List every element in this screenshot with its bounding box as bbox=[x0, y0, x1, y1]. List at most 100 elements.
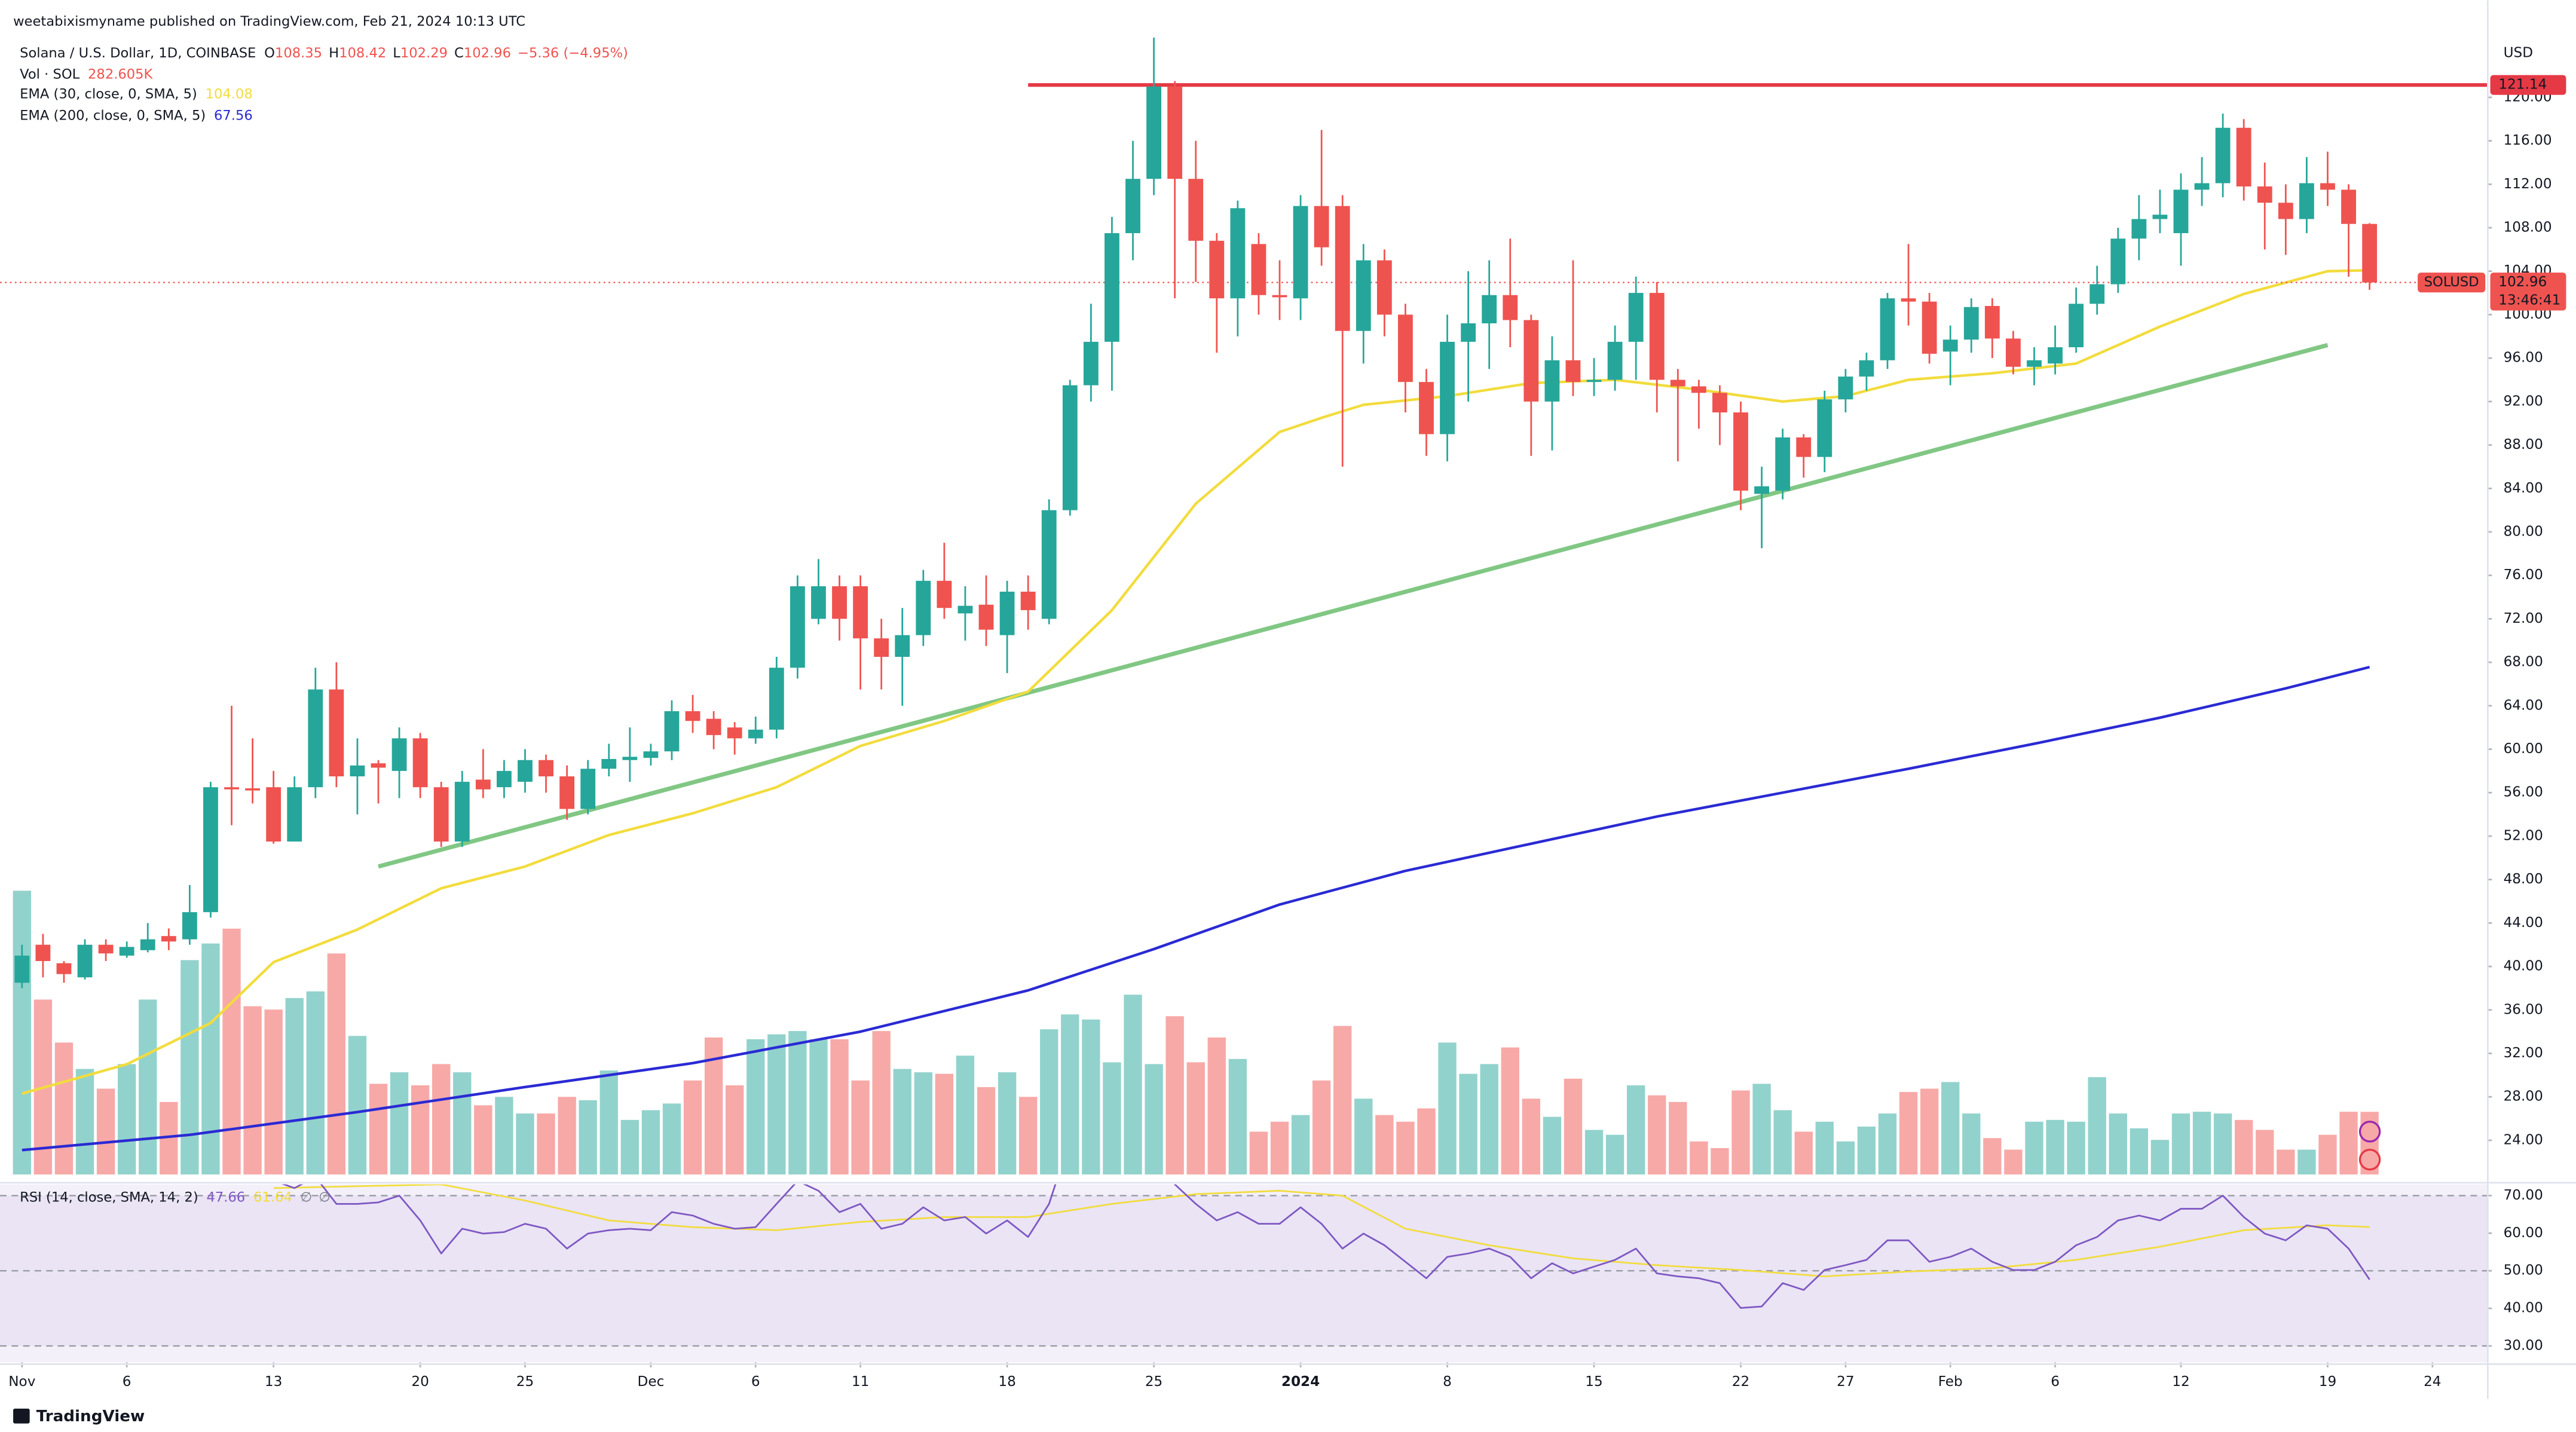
volume-bar bbox=[2109, 1113, 2127, 1175]
candle-body bbox=[685, 711, 700, 721]
x-tick-label: 6 bbox=[751, 1373, 760, 1390]
volume-bar bbox=[180, 960, 199, 1175]
candle-body bbox=[2006, 338, 2021, 367]
candle-body bbox=[1544, 360, 1560, 402]
y-tick-label: 36.00 bbox=[2504, 1001, 2543, 1017]
volume-bar bbox=[1186, 1062, 1205, 1175]
x-tick-label: 2024 bbox=[1281, 1373, 1320, 1390]
resistance-label-box bbox=[2490, 75, 2566, 95]
ema-line bbox=[22, 269, 2370, 1095]
candle-body bbox=[916, 580, 931, 635]
volume-bar bbox=[2318, 1134, 2337, 1175]
volume-bar bbox=[1312, 1080, 1331, 1175]
volume-bar bbox=[1249, 1131, 1268, 1175]
currency: USD bbox=[2504, 44, 2533, 60]
candle-body bbox=[1607, 341, 1623, 380]
change: −5.36 (−4.95%) bbox=[518, 45, 628, 60]
candle-body bbox=[56, 963, 72, 974]
candle-body bbox=[2027, 360, 2042, 367]
volume-bar bbox=[2277, 1149, 2295, 1175]
x-tick-label: 6 bbox=[2051, 1373, 2060, 1390]
ohlc-prefix: H bbox=[329, 45, 339, 60]
volume-bar bbox=[2004, 1149, 2023, 1175]
candle-body bbox=[769, 668, 784, 730]
candle-body bbox=[580, 769, 596, 809]
candle-body bbox=[601, 758, 617, 769]
volume-bar bbox=[1584, 1130, 1604, 1175]
volume-bar bbox=[1082, 1019, 1100, 1175]
ema200-value: 67.56 bbox=[214, 108, 253, 123]
y-tick-label: 88.00 bbox=[2504, 436, 2543, 452]
volume-bar bbox=[495, 1097, 513, 1175]
y-tick-label: 80.00 bbox=[2504, 523, 2543, 539]
rsi-line bbox=[273, 1184, 2370, 1278]
candle-body bbox=[957, 605, 973, 614]
ema30-legend: EMA (30, close, 0, SMA, 5) 104.08 bbox=[20, 86, 253, 102]
volume-bar bbox=[977, 1087, 996, 1175]
volume-bar bbox=[453, 1072, 472, 1175]
volume-bar bbox=[2256, 1130, 2274, 1175]
candle-body bbox=[1712, 393, 1727, 413]
rsi-plot bbox=[0, 1184, 2487, 1347]
candle-body bbox=[2048, 347, 2063, 364]
candle-body bbox=[1838, 377, 1853, 400]
candle-body bbox=[98, 944, 114, 954]
candle-body bbox=[1775, 437, 1791, 491]
candle-body bbox=[2257, 186, 2272, 203]
candle-body bbox=[412, 738, 428, 788]
volume-bar bbox=[264, 1009, 283, 1175]
candle-body bbox=[1586, 380, 1602, 383]
volume-bar bbox=[1459, 1073, 1477, 1175]
candle-body bbox=[2236, 127, 2251, 186]
candle-body bbox=[2278, 203, 2293, 219]
volume-bar bbox=[1962, 1113, 1981, 1175]
volume-bar bbox=[1417, 1108, 1436, 1175]
volume-bar bbox=[683, 1080, 702, 1175]
candle-body bbox=[1376, 260, 1392, 315]
candle-body bbox=[203, 787, 218, 913]
x-tick-label: Dec bbox=[638, 1373, 665, 1390]
na-mark: ∅ bbox=[301, 1189, 313, 1205]
event-icon[interactable] bbox=[2358, 1149, 2381, 1171]
y-tick-label: 44.00 bbox=[2504, 914, 2543, 931]
volume-bar bbox=[830, 1039, 849, 1175]
x-tick-label: 19 bbox=[2319, 1373, 2336, 1390]
y-tick-label: 52.00 bbox=[2504, 827, 2543, 843]
volume-bar bbox=[96, 1088, 115, 1175]
volume-bar bbox=[54, 1042, 74, 1175]
volume-bar bbox=[620, 1119, 640, 1175]
x-tick-label: Feb bbox=[1938, 1373, 1963, 1390]
candle-body bbox=[1754, 486, 1770, 494]
candle-body bbox=[14, 955, 30, 983]
candle-body bbox=[371, 763, 386, 768]
volume-bar bbox=[411, 1085, 430, 1175]
candle-body bbox=[1628, 293, 1644, 342]
ohlc-value: 102.96 bbox=[464, 45, 511, 60]
volume-bar bbox=[1438, 1042, 1457, 1175]
event-icon[interactable] bbox=[2358, 1121, 2381, 1143]
candle-body bbox=[287, 787, 302, 842]
volume-bar bbox=[914, 1072, 932, 1175]
candle-body bbox=[35, 944, 51, 961]
candle-body bbox=[475, 779, 491, 790]
volume-bar bbox=[1333, 1026, 1352, 1175]
candle-body bbox=[1209, 240, 1225, 299]
volume-bar bbox=[1794, 1131, 1813, 1175]
volume-bar bbox=[2192, 1112, 2211, 1175]
y-tick-label: 72.00 bbox=[2504, 610, 2543, 626]
y-tick-label: 116.00 bbox=[2504, 132, 2552, 148]
rsi-tick-label: 30.00 bbox=[2504, 1337, 2543, 1353]
volume-bar bbox=[2130, 1128, 2149, 1175]
volume-bar bbox=[788, 1031, 807, 1175]
candle-body bbox=[664, 711, 680, 752]
candle-body bbox=[1272, 295, 1287, 298]
candle-body bbox=[1251, 244, 1266, 295]
y-tick-label: 64.00 bbox=[2504, 697, 2543, 713]
x-tick-label: 24 bbox=[2424, 1373, 2441, 1390]
volume-bar bbox=[1815, 1121, 1834, 1175]
candle-body bbox=[559, 776, 575, 809]
countdown: 13:46:41 bbox=[2498, 292, 2560, 308]
volume-bar bbox=[537, 1113, 555, 1175]
volume-bar bbox=[1627, 1085, 1645, 1175]
candle-body bbox=[1461, 323, 1476, 342]
